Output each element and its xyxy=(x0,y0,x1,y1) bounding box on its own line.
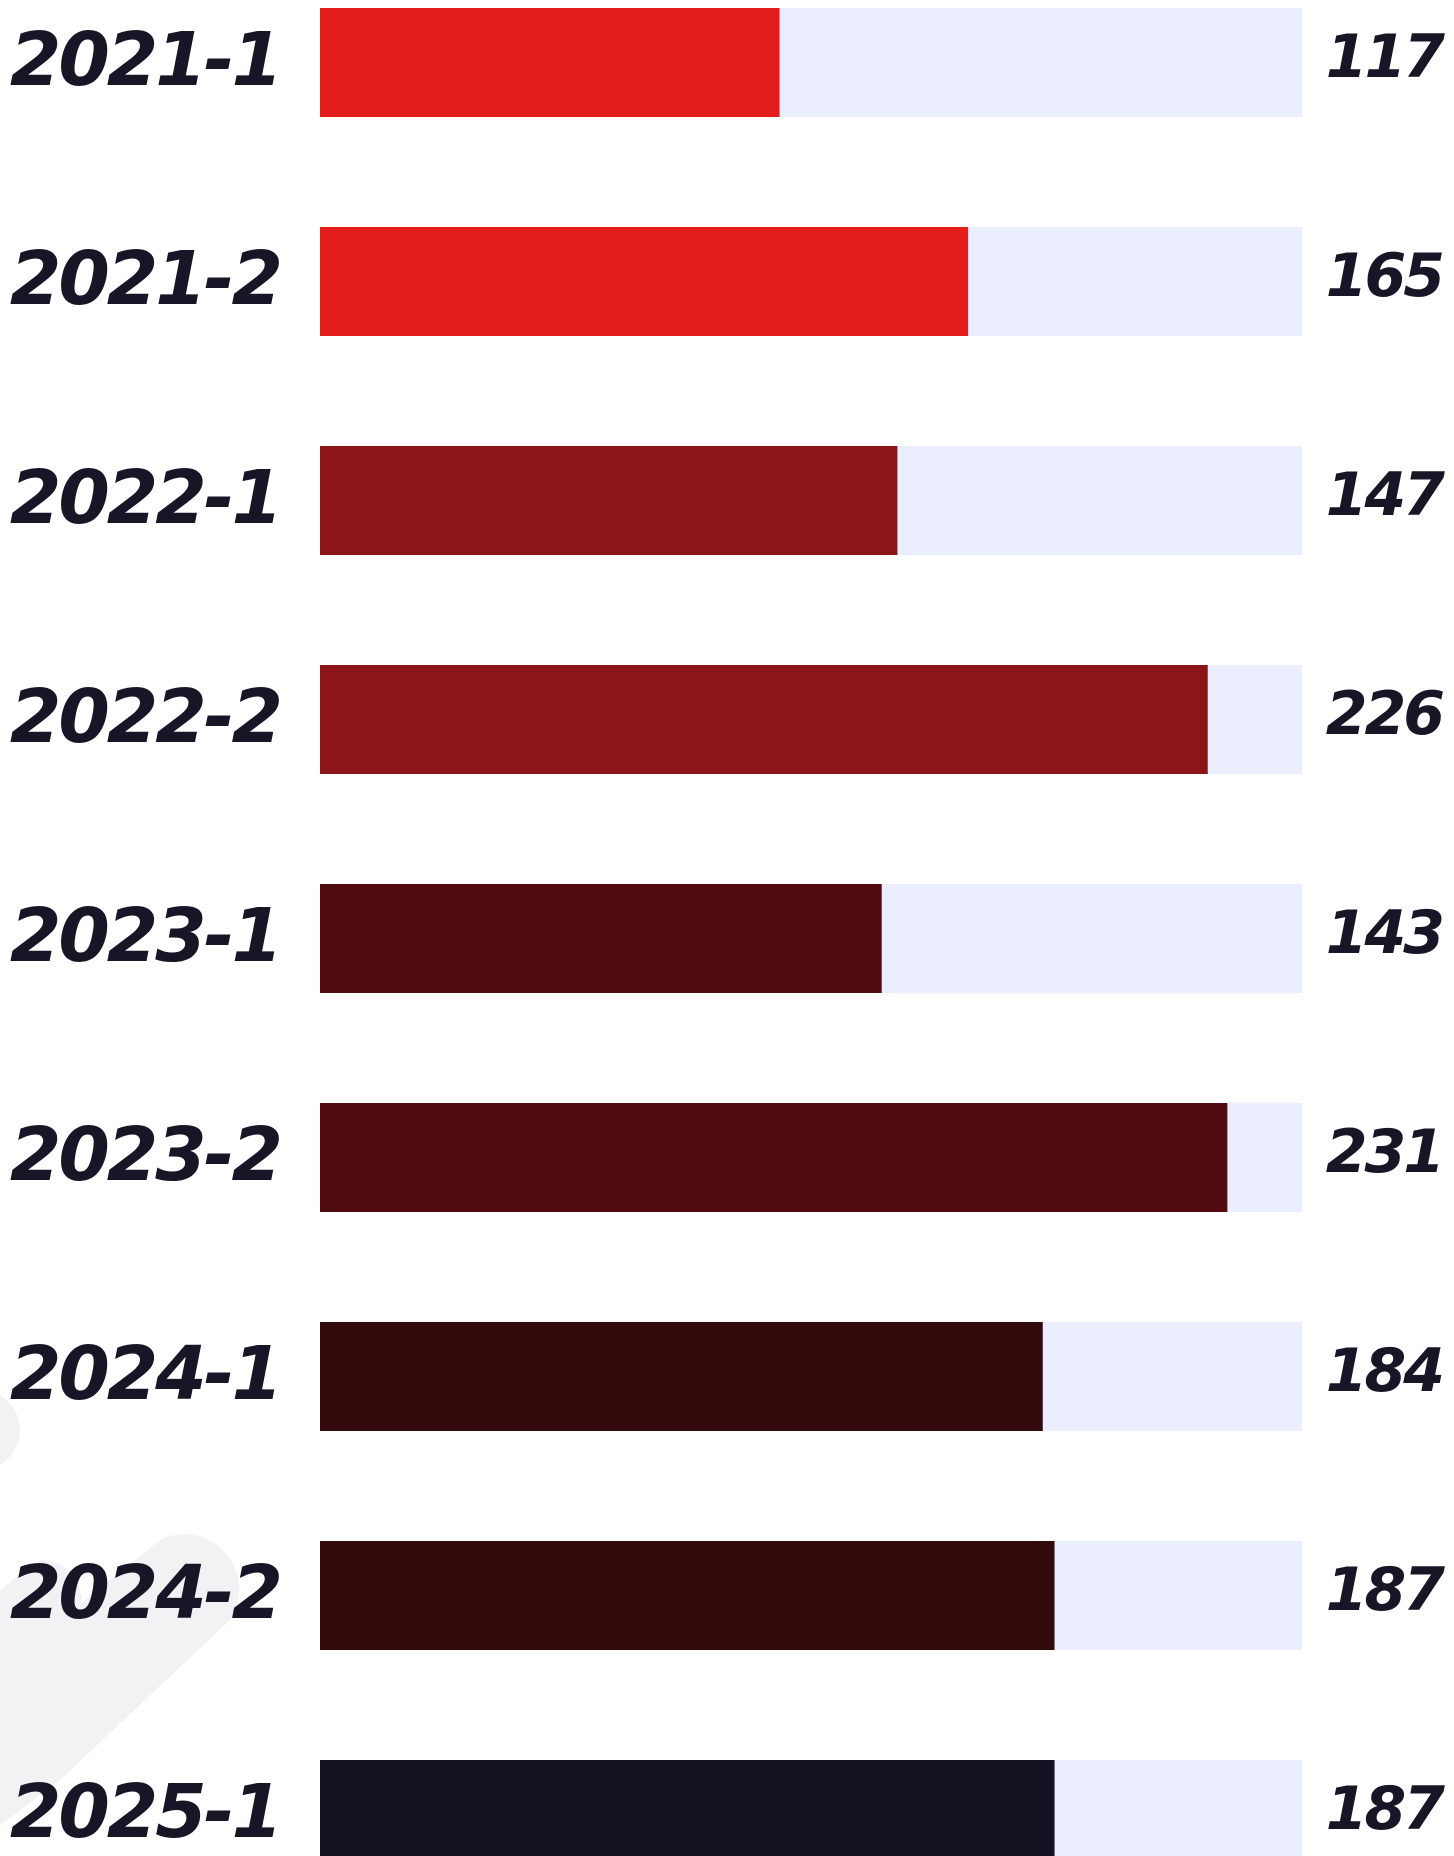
category-label: 2022-1 xyxy=(10,455,280,541)
value-label: 187 xyxy=(1326,1774,1445,1844)
category-label: 2022-2 xyxy=(10,674,280,760)
value-label: 187 xyxy=(1326,1555,1445,1625)
bar xyxy=(320,665,1208,774)
category-label: 2021-1 xyxy=(10,17,280,103)
category-label: 2023-2 xyxy=(10,1112,280,1198)
bar xyxy=(320,1322,1043,1431)
category-label: 2021-2 xyxy=(10,236,280,322)
value-label: 231 xyxy=(1326,1117,1442,1187)
bar xyxy=(320,1541,1055,1650)
value-label: 184 xyxy=(1326,1336,1442,1406)
category-label: 2025-1 xyxy=(10,1769,280,1855)
value-label: 147 xyxy=(1326,460,1445,530)
background-decoration xyxy=(0,1395,240,1826)
category-label: 2023-1 xyxy=(10,893,280,979)
bar xyxy=(320,8,780,117)
value-label: 117 xyxy=(1326,22,1445,92)
bar xyxy=(320,884,882,993)
value-label: 165 xyxy=(1326,241,1442,311)
value-label: 226 xyxy=(1326,679,1443,749)
bar xyxy=(320,446,898,555)
bar xyxy=(320,1760,1055,1856)
category-label: 2024-1 xyxy=(10,1331,280,1417)
value-label: 143 xyxy=(1326,898,1442,968)
bar xyxy=(320,227,969,336)
category-label: 2024-2 xyxy=(10,1550,280,1636)
bar xyxy=(320,1103,1228,1212)
